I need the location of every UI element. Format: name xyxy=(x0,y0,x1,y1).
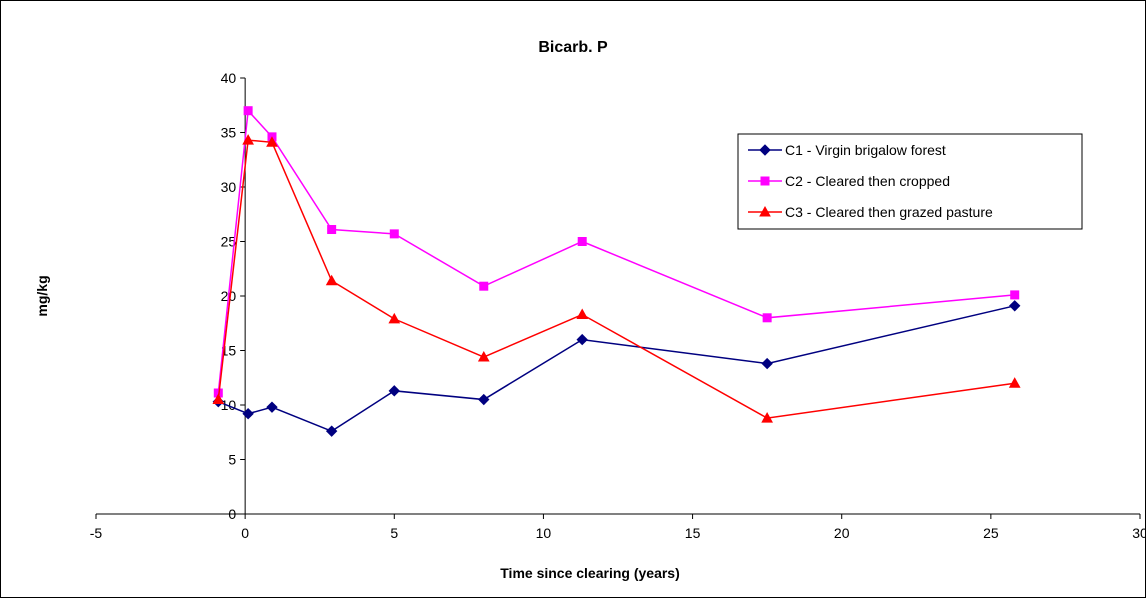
series-c3-point xyxy=(388,312,401,324)
y-tick-label: 25 xyxy=(221,234,237,250)
series-c2-point xyxy=(479,281,489,291)
series-c3-point xyxy=(761,412,773,423)
series-c3-point xyxy=(325,274,338,286)
series-c2-point xyxy=(389,229,399,239)
series-c3 xyxy=(212,134,1021,423)
series-c2-point xyxy=(577,237,587,246)
legend: C1 - Virgin brigalow forest C2 - Cleared … xyxy=(737,133,1083,230)
series-c3-point xyxy=(242,134,254,145)
y-tick-label: 10 xyxy=(221,397,237,413)
series-c1-line xyxy=(218,305,1015,433)
x-tick-label: 25 xyxy=(983,525,999,541)
x-tick-label: -5 xyxy=(90,525,103,541)
x-tick-label: 15 xyxy=(685,525,701,541)
y-tick-label: 35 xyxy=(221,125,237,141)
x-tick-label: 10 xyxy=(536,525,552,541)
y-tick-label: 30 xyxy=(221,179,237,195)
y-tick-label: 40 xyxy=(221,70,237,86)
legend-label-c1: C1 - Virgin brigalow forest xyxy=(785,142,946,158)
series-c3-point xyxy=(212,393,225,405)
x-tick-label: 0 xyxy=(241,525,249,541)
x-tick-label: 5 xyxy=(390,525,398,541)
series-c1-point xyxy=(266,401,278,413)
series-c3-point xyxy=(477,351,490,362)
series-c2-point xyxy=(243,106,253,116)
series-c2-point xyxy=(327,225,337,235)
series-c1-point xyxy=(1009,300,1021,312)
series-c1-point xyxy=(576,333,588,346)
y-axis-title: mg/kg xyxy=(34,275,50,316)
series-c3-point xyxy=(1008,377,1021,388)
series-c1-point xyxy=(325,425,338,437)
series-c1-point xyxy=(478,393,490,406)
series-c2-point xyxy=(1010,290,1020,300)
y-tick-label: 0 xyxy=(228,506,236,522)
legend-label-c2: C2 - Cleared then cropped xyxy=(785,173,950,189)
legend-marker-c3 xyxy=(759,205,771,217)
plot-area xyxy=(212,106,1021,437)
series-c1-point xyxy=(761,357,773,370)
series-c1-point xyxy=(388,385,400,397)
series-c1-point xyxy=(242,408,254,420)
series-c3-point xyxy=(576,308,589,320)
legend-marker-c2 xyxy=(760,176,770,186)
legend-label-c3: C3 - Cleared then grazed pasture xyxy=(785,204,993,220)
series-c2-point xyxy=(762,313,772,323)
series-c1 xyxy=(212,300,1021,437)
x-tick-label: 20 xyxy=(834,525,850,541)
legend-marker-c1 xyxy=(759,144,771,156)
y-tick-label: 5 xyxy=(228,452,236,468)
legend-box xyxy=(737,133,1083,230)
x-axis-title: Time since clearing (years) xyxy=(500,565,680,581)
chart-title: Bicarb. P xyxy=(538,39,608,56)
series-c3-point xyxy=(266,136,278,147)
x-tick-label: 30 xyxy=(1132,525,1146,541)
